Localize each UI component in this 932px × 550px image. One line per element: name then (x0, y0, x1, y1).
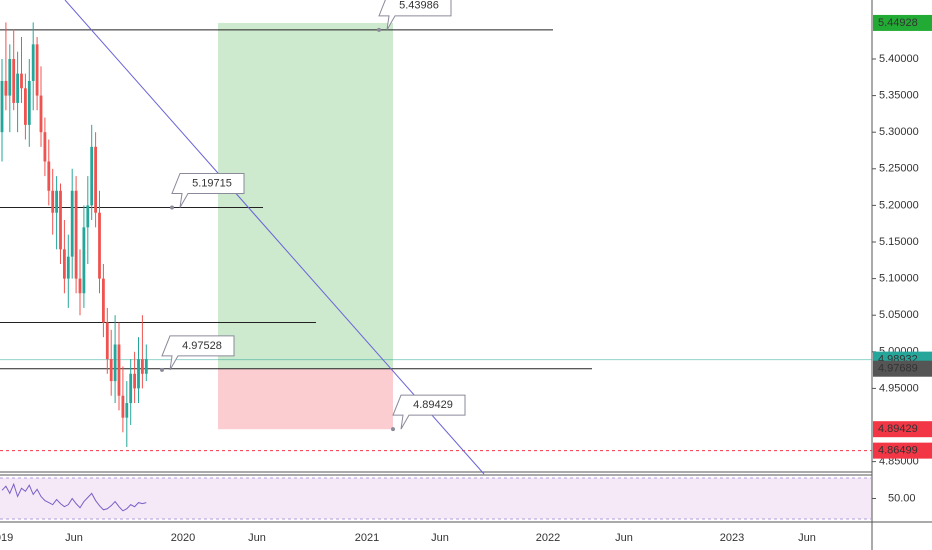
candle-body (20, 73, 23, 89)
x-tick-label: 2020 (171, 532, 195, 544)
candle-body (133, 373, 136, 389)
rsi-line (1, 482, 147, 512)
candle-body (121, 395, 125, 418)
y-tick-label: 5.05000 (879, 309, 919, 321)
price-label: 5.44928 (878, 17, 918, 29)
candle-body (94, 146, 97, 213)
x-tick-label: Jun (248, 532, 266, 544)
y-tick-label: 5.15000 (879, 236, 919, 248)
callout-label: 5.19715 (192, 177, 232, 189)
candle-body (102, 278, 105, 323)
x-tick-label: 2021 (355, 532, 379, 544)
price-label: 4.97689 (878, 363, 918, 375)
candle-body (74, 190, 78, 279)
y-tick-label: 4.95000 (879, 382, 919, 394)
callout-point (377, 27, 381, 32)
price-label: 4.86499 (878, 445, 918, 457)
price-label-bg (873, 442, 932, 459)
candle-body (59, 190, 62, 250)
callout-point (391, 427, 395, 432)
candle-body (63, 249, 66, 279)
candle-body (27, 80, 31, 125)
y-tick-label: 5.30000 (879, 126, 919, 138)
price-label-bg (873, 360, 932, 377)
candle-body (66, 256, 70, 279)
candle-body (90, 146, 94, 206)
position-profit (218, 22, 393, 369)
candle-body (51, 190, 55, 213)
x-tick-label: Jun (615, 532, 633, 544)
x-tick-label: Jun (798, 532, 816, 544)
candle-body (47, 161, 51, 191)
candle-body (43, 132, 47, 162)
candle-body (98, 212, 101, 279)
callout-label: 4.97528 (182, 340, 222, 352)
callout-point (160, 367, 164, 372)
candle-body (0, 80, 4, 133)
candle-body (70, 190, 74, 257)
callout-box (171, 172, 245, 208)
y-tick-label: 5.20000 (879, 199, 919, 211)
candle-body (78, 278, 82, 294)
callout-label: 5.43986 (399, 0, 439, 12)
candle-body (12, 59, 16, 103)
candle-body (117, 344, 121, 396)
candle-body (24, 88, 27, 125)
candle-body (105, 322, 109, 360)
y-tick-label: 5.10000 (879, 273, 919, 285)
price-label: 4.89429 (878, 423, 918, 435)
candle-body (86, 205, 90, 228)
x-tick-label: 019 (0, 532, 13, 544)
candle-body (82, 227, 86, 294)
candle-body (4, 80, 8, 96)
candle-body (125, 403, 129, 418)
candle-body (31, 44, 35, 81)
rsi-band (0, 478, 872, 519)
callout-box (378, 0, 452, 31)
callout-point (170, 205, 174, 210)
rsi-tick-label: 50.00 (888, 492, 916, 504)
candle-body (39, 95, 43, 133)
callout-box (161, 335, 235, 371)
candle-body (144, 359, 148, 374)
price-label-bg (873, 14, 932, 31)
x-tick-label: Jun (431, 532, 449, 544)
candle-body (16, 73, 19, 103)
price-label-bg (873, 421, 932, 438)
candle-body (113, 344, 117, 382)
callout-label: 4.89429 (413, 399, 453, 411)
candle-body (35, 44, 39, 96)
candle-body (137, 359, 140, 389)
x-tick-label: 2022 (536, 532, 560, 544)
candle-body (55, 190, 58, 213)
candle-body (8, 59, 12, 96)
y-tick-label: 5.40000 (879, 53, 919, 65)
candle-body (141, 359, 144, 374)
y-tick-label: 5.25000 (879, 163, 919, 175)
callout-box (392, 394, 466, 430)
x-tick-label: 2023 (720, 532, 744, 544)
candle-body (109, 359, 113, 382)
y-tick-label: 5.35000 (879, 90, 919, 102)
candle-body (129, 373, 133, 404)
x-tick-label: Jun (65, 532, 83, 544)
position-loss (218, 368, 393, 430)
